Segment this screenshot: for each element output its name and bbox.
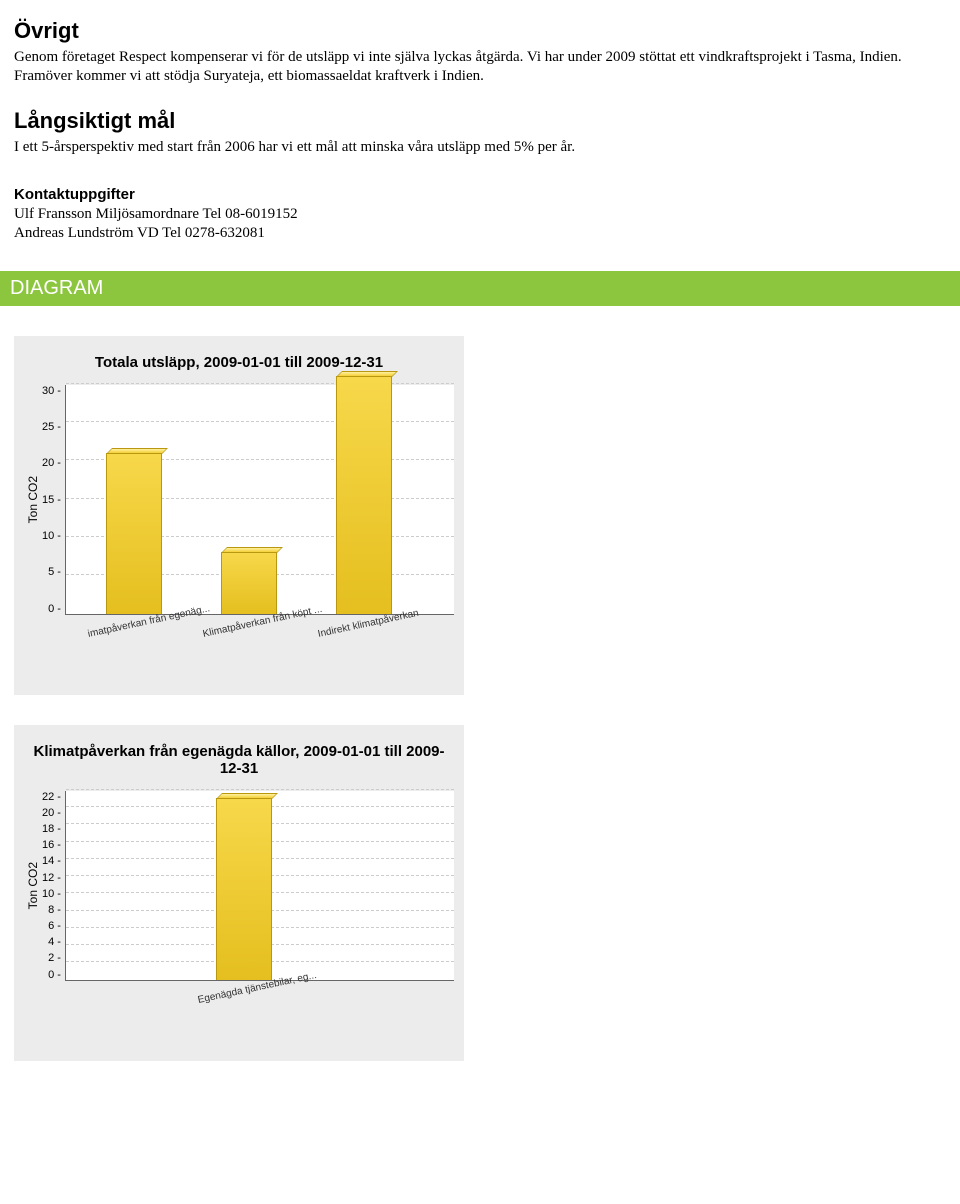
ytick: 16 - [42,839,61,851]
ytick: 12 - [42,872,61,884]
ytick: 0 - [42,603,61,615]
ytick: 10 - [42,530,61,542]
ytick: 14 - [42,855,61,867]
ytick: 0 - [42,969,61,981]
ytick: 2 - [42,952,61,964]
chart1-xlabels: imatpåverkan från egenäg...Klimatpåverka… [68,615,454,655]
ytick: 8 - [42,904,61,916]
bar [216,798,272,979]
ytick: 22 - [42,791,61,803]
chart2-title: Klimatpåverkan från egenägda källor, 200… [24,743,454,777]
heading-ovrigt: Övrigt [14,18,946,44]
chart1-plot [65,385,454,615]
body-ovrigt: Genom företaget Respect kompenserar vi f… [14,48,946,86]
body-langsiktigt: I ett 5-årsperspektiv med start från 200… [14,138,946,157]
ytick: 25 - [42,421,61,433]
contact-line-1: Ulf Fransson Miljösamordnare Tel 08-6019… [14,205,946,224]
bar [106,453,162,614]
bar [221,552,277,613]
chart2-yticks: 22 - 20 - 18 - 16 - 14 - 12 - 10 - 8 - 6 - 4 - 2 -… [42,791,65,981]
ytick: 10 - [42,888,61,900]
ytick: 20 - [42,807,61,819]
ytick: 4 - [42,936,61,948]
chart1-yticks: 30 - 25 - 20 - 15 - 10 - 5 - 0 - [42,385,65,615]
chart-egenagda-kallor: Klimatpåverkan från egenägda källor, 200… [14,725,464,1061]
ytick: 5 - [42,566,61,578]
ytick: 18 - [42,823,61,835]
bar [336,376,392,614]
contact-line-2: Andreas Lundström VD Tel 0278-632081 [14,224,946,243]
chart-totala-utslapp: Totala utsläpp, 2009-01-01 till 2009-12-… [14,336,464,695]
chart1-title: Totala utsläpp, 2009-01-01 till 2009-12-… [24,354,454,371]
ytick: 6 - [42,920,61,932]
heading-langsiktigt: Långsiktigt mål [14,108,946,134]
chart2-area: Ton CO2 22 - 20 - 18 - 16 - 14 - 12 - 10 - 8 - 6… [24,791,454,981]
chart1-area: Ton CO2 30 - 25 - 20 - 15 - 10 - 5 - 0 - [24,385,454,615]
chart2-ylabel: Ton CO2 [24,862,42,909]
ytick: 20 - [42,457,61,469]
chart2-xlabels: Egenägda tjänstebilar, eg... [68,981,454,1021]
heading-kontakt: Kontaktuppgifter [14,186,946,203]
ytick: 30 - [42,385,61,397]
diagram-banner: DIAGRAM [0,271,960,306]
ytick: 15 - [42,494,61,506]
chart1-ylabel: Ton CO2 [24,476,42,523]
chart2-plot [65,791,454,981]
